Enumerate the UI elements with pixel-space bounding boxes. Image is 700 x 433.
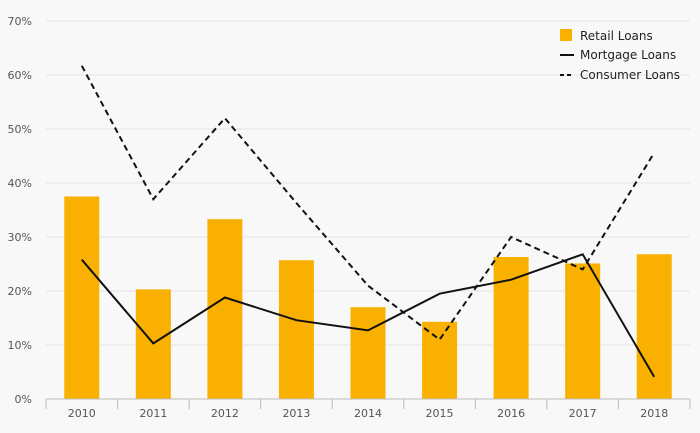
x-tick-label: 2012 bbox=[211, 407, 239, 420]
bar-retail-loans bbox=[422, 321, 458, 399]
y-tick-label: 50% bbox=[8, 123, 32, 136]
y-tick-label: 20% bbox=[8, 285, 32, 298]
y-tick-label: 10% bbox=[8, 339, 32, 352]
line-mortgage-loans bbox=[81, 253, 656, 378]
x-tick-label: 2015 bbox=[426, 407, 454, 420]
bar-retail-loans bbox=[636, 254, 672, 399]
x-tick-label: 2018 bbox=[640, 407, 668, 420]
legend-label-mortgage-loans: Mortgage Loans bbox=[580, 48, 676, 62]
bar-retail-loans bbox=[278, 260, 314, 399]
bar-retail-loans bbox=[565, 263, 601, 399]
bar-retail-loans bbox=[207, 219, 243, 399]
bar-retail-loans bbox=[350, 307, 386, 399]
bar-retail-loans bbox=[493, 256, 529, 399]
legend-label-retail-loans: Retail Loans bbox=[580, 29, 653, 43]
y-tick-label: 60% bbox=[8, 69, 32, 82]
x-tick-label: 2016 bbox=[497, 407, 525, 420]
lines bbox=[80, 65, 656, 378]
y-tick-label: 0% bbox=[15, 393, 32, 406]
x-tick-label: 2010 bbox=[68, 407, 96, 420]
legend-label-consumer-loans: Consumer Loans bbox=[580, 68, 680, 82]
x-tick-label: 2013 bbox=[282, 407, 310, 420]
x-axis bbox=[45, 398, 691, 409]
legend: Retail Loans Mortgage Loans Consumer Loa… bbox=[560, 29, 680, 82]
y-tick-label: 30% bbox=[8, 231, 32, 244]
y-tick-label: 40% bbox=[8, 177, 32, 190]
x-tick-label: 2011 bbox=[139, 407, 167, 420]
bars-retail-loans bbox=[64, 196, 672, 399]
y-axis-ticks: 0% 10% 20% 30% 40% 50% 60% 70% bbox=[8, 15, 32, 406]
x-tick-label: 2017 bbox=[569, 407, 597, 420]
bar-retail-loans bbox=[64, 196, 100, 399]
legend-swatch-retail-loans bbox=[560, 29, 572, 41]
y-tick-label: 70% bbox=[8, 15, 32, 28]
x-axis-ticks: 2010 2011 2012 2013 2014 2015 2016 2017 2018 bbox=[68, 407, 668, 420]
x-tick-label: 2014 bbox=[354, 407, 382, 420]
